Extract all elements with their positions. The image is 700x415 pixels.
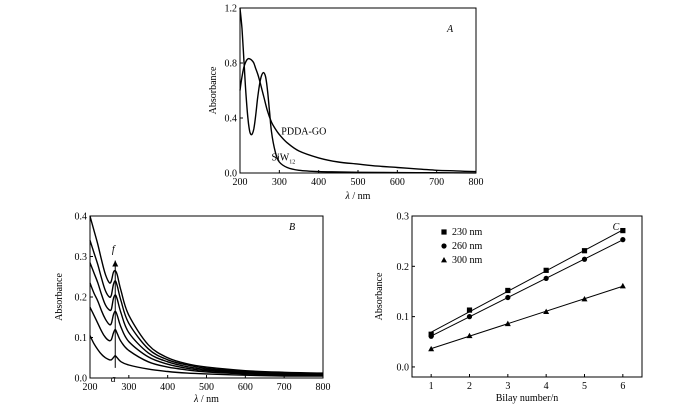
panel-c-point-circle [543,275,549,281]
panel-b-x-axis-unit: / nm [198,394,219,405]
panel-1-x-tick-label: 200 [83,382,98,393]
panel-c-legend-marker-circle [441,243,447,249]
panel-0-plot-frame [239,7,477,174]
panel-b-spectrum-line-3 [89,282,324,376]
panel-c-legend-label: 300 nm [452,255,483,266]
panel-c-point-square [581,248,588,254]
panel-c-legend-label: 230 nm [452,227,483,238]
panel-c-point-circle [620,237,626,243]
panel-0-y-tick-label: 0.8 [225,59,238,70]
panel-c-point-triangle [428,345,435,352]
panel-a-series-pdda-go-line [239,57,477,173]
panel-c-legend-label: 260 nm [452,241,483,252]
panel-1-y-tick-label: 0.1 [75,333,88,344]
panel-a-letter: A [446,24,454,35]
panel-c-x-axis-label: Bilay number/n [496,393,559,404]
panel-b-label-a: a [111,374,116,385]
panel-0-x-tick-label: 300 [272,177,287,188]
panel-a-series-siw12-line [239,7,477,174]
panel-1-x-tick-label: 300 [121,382,136,393]
panel-c-point-square [543,267,549,273]
panel-c-point-circle [505,294,511,301]
panel-1-y-tick-label: 0.0 [75,374,88,385]
panel-b-spectrum-line-5 [89,240,324,375]
panel-c-point-triangle [504,320,511,327]
panel-c-fit-line-0 [430,229,624,333]
panel-0-x-tick-label: 500 [351,177,366,188]
panel-a-label-siw12: SiW12 [271,153,295,166]
panel-1-x-tick-label: 600 [238,382,253,393]
panel-0-x-tick-label: 400 [311,177,326,188]
panel-1-x-tick-label: 400 [160,382,175,393]
panel-1-y-tick-label: 0.2 [75,293,88,304]
panel-0-x-tick-label: 800 [469,177,484,188]
panel-b-spectrum-line-2 [89,306,324,377]
panel-2-x-tick-label: 2 [467,381,472,392]
panel-b-arrow-head [112,260,119,267]
panel-b-spectrum-line-4 [89,262,324,375]
panel-2-x-tick-label: 4 [544,381,549,392]
panel-2-x-tick-label: 5 [582,381,587,392]
panel-b-y-axis-label: Absorbance [54,273,65,321]
panel-0-y-tick-label: 1.2 [225,4,238,15]
panel-1-y-tick-label: 0.3 [75,252,88,263]
panel-c-legend-marker-triangle [441,257,447,263]
panel-1-y-tick-label: 0.4 [75,212,88,223]
panel-2-x-tick-label: 6 [620,381,625,392]
panel-1-x-tick-label: 500 [199,382,214,393]
panel-1-x-tick-label: 700 [277,382,292,393]
panel-c-y-axis-label: Absorbance [374,272,385,320]
panel-c-point-square [620,227,626,234]
panel-2-y-tick-label: 0.3 [397,212,410,223]
panel-b-chart: 200 300 400 500 600 700 800 0.0 0.1 0.2 0.3 0.4 f a Ab… [54,212,331,406]
panel-a-chart: 200 300 400 500 600 700 800 0.0 0.4 0.8 1.2 Absorba… [208,4,484,203]
panel-c-point-triangle [466,332,473,339]
panel-c-fit-line-1 [430,239,624,337]
panel-a-x-axis-label: λ / nm [345,191,371,202]
panel-c-point-circle [466,314,473,320]
panel-a-x-axis-unit: / nm [350,191,371,202]
panel-1-plot-frame [89,215,324,379]
panel-2-y-tick-label: 0.2 [397,262,410,273]
panel-0-y-tick-label: 0.4 [225,114,238,125]
panel-c-chart: 1 2 3 4 5 6 0.0 0.1 0.2 0.3 230 nm 260 nm 300 nm Abso… [374,212,643,404]
panel-0-x-tick-label: 600 [390,177,405,188]
panel-b-spectrum-line-6 [89,215,324,374]
panel-b-label-f: f [112,244,116,255]
panel-c-point-circle [581,256,588,262]
panel-a-label-siw-text: SiW [271,153,289,164]
panel-2-x-tick-label: 3 [505,381,510,392]
panel-c-point-square [505,287,511,294]
panel-b-x-axis-symbol: λ [193,394,199,405]
panel-c-point-square [466,307,473,313]
panel-a-y-axis-label: Absorbance [208,66,219,114]
panel-b-letter: B [289,222,295,233]
panel-1-x-tick-label: 800 [316,382,331,393]
panel-2-x-tick-label: 1 [429,381,434,392]
panel-2-y-tick-label: 0.0 [397,362,410,373]
panel-2-y-tick-label: 0.1 [397,312,410,323]
panel-2-plot-frame [411,215,643,378]
panel-a-label-siw-subscript: 12 [289,160,295,166]
panel-a-x-axis-symbol: λ [345,191,351,202]
panel-c-fit-line-2 [431,285,623,350]
panel-c-point-circle [428,333,434,339]
panel-0-y-tick-label: 0.0 [225,169,238,180]
panel-c-point-triangle [619,282,626,289]
panel-0-x-tick-label: 200 [233,177,248,188]
panel-c-point-triangle [581,296,588,302]
panel-c-legend-marker-square [441,229,447,235]
panel-0-x-tick-label: 700 [429,177,444,188]
panel-c-letter: C [613,222,620,233]
panel-a-label-pdda-go: PDDA-GO [281,127,326,138]
panel-b-x-axis-label: λ / nm [193,394,219,405]
panel-b-spectrum-line-1 [89,335,324,377]
panel-c-point-triangle [543,308,550,314]
